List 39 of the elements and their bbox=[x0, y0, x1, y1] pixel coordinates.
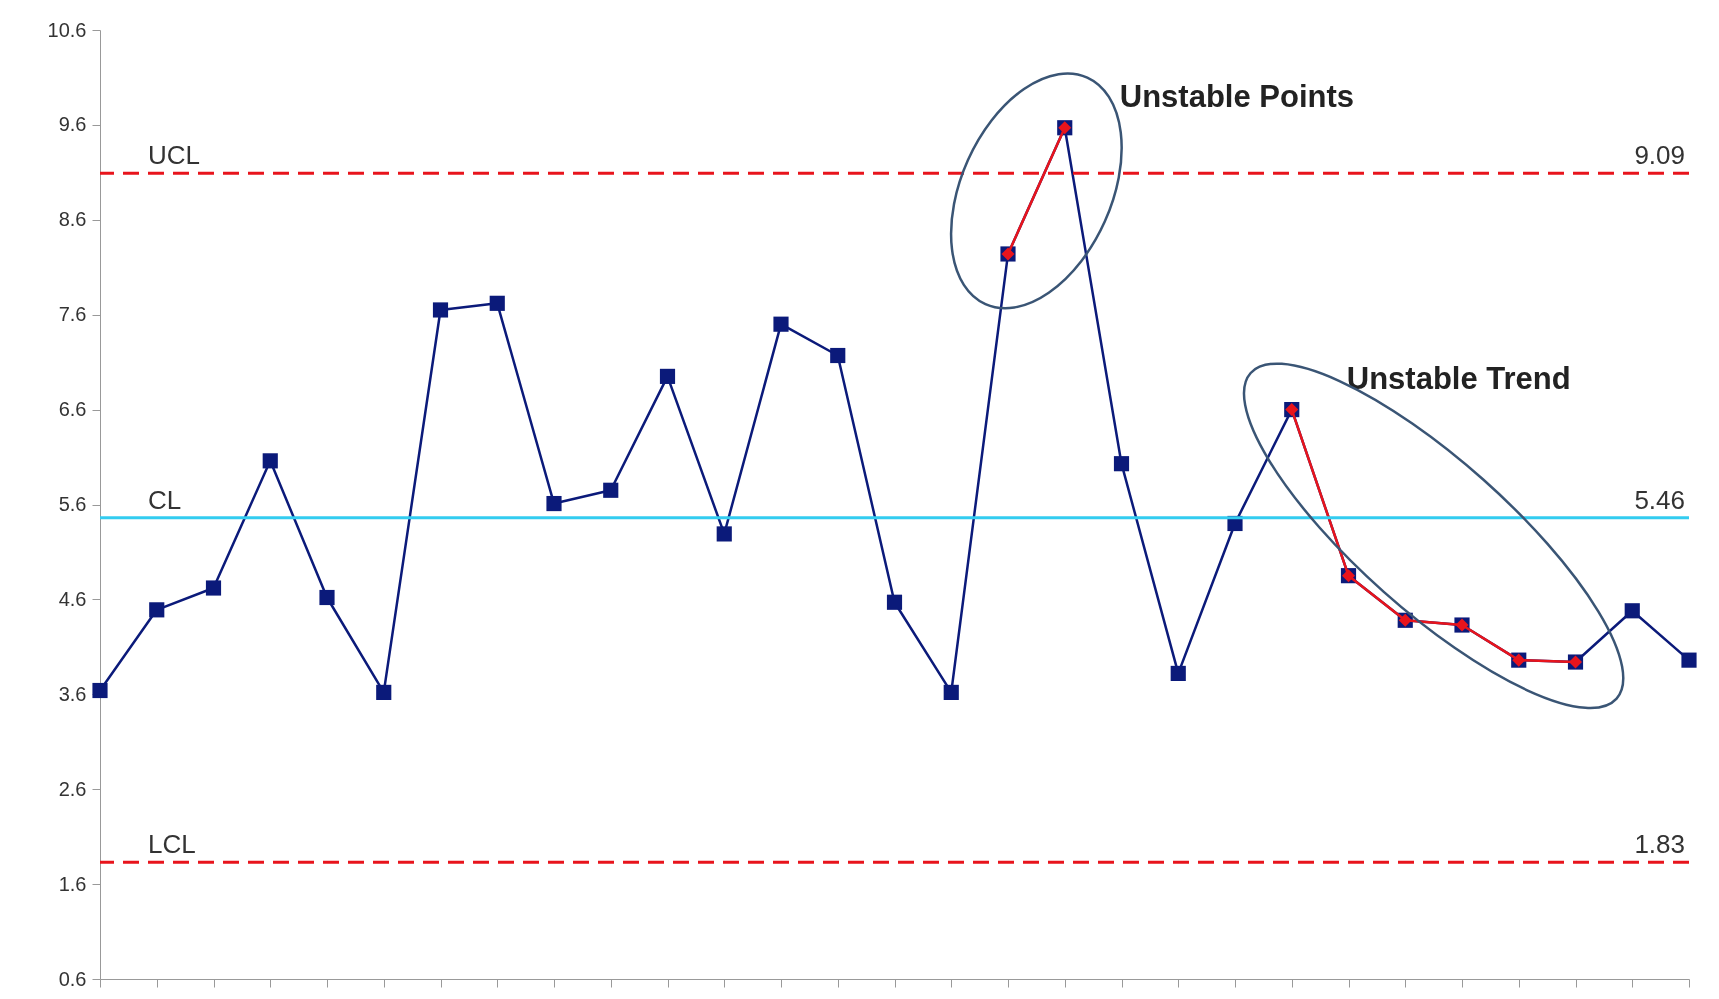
point bbox=[205, 580, 222, 596]
point bbox=[432, 302, 449, 318]
y-tick-label: 6.6 bbox=[58, 398, 87, 421]
annotation: 5.46 bbox=[1634, 484, 1685, 515]
point bbox=[659, 368, 676, 384]
point bbox=[1113, 456, 1130, 472]
point bbox=[943, 684, 959, 700]
point bbox=[830, 347, 846, 364]
y-tick-label: 1.6 bbox=[58, 872, 87, 895]
y-tick-label: 2.6 bbox=[58, 777, 87, 800]
point bbox=[376, 684, 392, 700]
y-tick-label: 0.6 bbox=[58, 967, 87, 990]
point bbox=[716, 526, 732, 542]
point bbox=[1681, 652, 1697, 668]
point bbox=[92, 682, 108, 699]
annotation: Unstable Trend bbox=[1346, 360, 1571, 396]
annotation: 1.83 bbox=[1634, 829, 1685, 860]
point bbox=[886, 594, 903, 610]
point bbox=[489, 295, 505, 311]
y-tick-label: 5.6 bbox=[58, 493, 87, 515]
point bbox=[1170, 665, 1186, 681]
y-tick-label: 7.6 bbox=[58, 303, 87, 326]
point bbox=[773, 316, 789, 332]
point bbox=[546, 495, 562, 512]
point bbox=[319, 589, 335, 606]
ref-line-label: UCL bbox=[148, 140, 201, 171]
annotation: Unstable Points bbox=[1119, 78, 1355, 114]
point bbox=[603, 482, 619, 498]
ref-line-label: LCL bbox=[148, 829, 196, 860]
point bbox=[262, 453, 278, 469]
point bbox=[1624, 603, 1640, 619]
annotation: 9.09 bbox=[1634, 140, 1685, 171]
y-tick-label: 10.6 bbox=[47, 18, 87, 41]
y-tick-label: 8.6 bbox=[58, 208, 87, 231]
ref-line-label: CL bbox=[148, 484, 182, 515]
y-tick-label: 4.6 bbox=[58, 587, 87, 610]
y-tick-label: 3.6 bbox=[58, 682, 87, 705]
y-tick-label: 9.6 bbox=[58, 113, 87, 136]
point bbox=[149, 602, 165, 618]
